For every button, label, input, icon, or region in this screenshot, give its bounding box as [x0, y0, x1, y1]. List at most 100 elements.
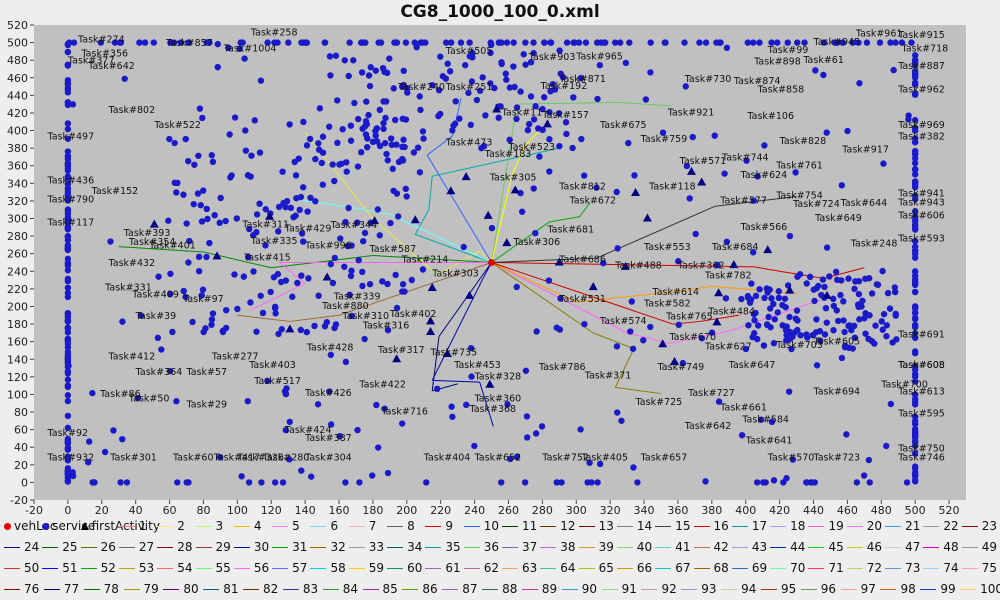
legend-route-item: 24: [4, 537, 39, 557]
task-label: Task#409: [131, 290, 179, 301]
legend-swatch: [885, 546, 902, 548]
legend-swatch: [693, 567, 710, 569]
legend-route-item: 17: [731, 516, 767, 536]
legend-swatch: [808, 567, 825, 569]
legend-label: 73: [905, 561, 921, 575]
service-point: [594, 95, 601, 103]
service-point: [286, 456, 293, 463]
task-label: Task#61: [802, 55, 844, 66]
service-point: [258, 479, 265, 486]
route-line: [372, 218, 438, 276]
task-label: Task#368: [468, 404, 516, 415]
service-point: [376, 106, 383, 114]
service-point: [150, 39, 158, 46]
task-label: Task#887: [897, 61, 945, 72]
task-label: Task#422: [358, 379, 406, 390]
service-point: [315, 146, 323, 153]
service-point: [64, 392, 72, 399]
route-line: [432, 379, 480, 383]
service-point: [600, 39, 608, 46]
legend-swatch: [693, 546, 710, 548]
legend-route-item: 54: [157, 558, 193, 578]
service-point: [347, 272, 355, 280]
service-point: [593, 184, 600, 191]
service-point: [64, 412, 72, 420]
service-point: [532, 103, 539, 110]
first-activity-marker: [285, 324, 295, 333]
task-label: Task#584: [741, 415, 789, 426]
service-point: [64, 76, 72, 84]
service-point: [559, 73, 567, 81]
service-point: [614, 409, 621, 416]
service-point: [757, 416, 765, 423]
route-line: [491, 262, 594, 334]
legend-route-item: 65: [578, 558, 614, 578]
service-point: [305, 275, 312, 282]
task-label: Task#744: [721, 152, 769, 163]
task-label: Task#97: [182, 294, 224, 305]
service-point: [879, 326, 886, 333]
y-tick-label: 200: [7, 300, 28, 313]
service-point: [289, 293, 296, 300]
service-point: [283, 197, 291, 205]
task-label: Task#1004: [223, 43, 277, 54]
service-point: [911, 391, 919, 398]
legend-route-item: 15: [655, 516, 691, 536]
task-label: Task#874: [733, 76, 781, 87]
service-point: [321, 39, 328, 46]
service-point: [764, 321, 771, 329]
legend-label: 4: [253, 519, 262, 533]
service-point: [199, 114, 206, 122]
service-point: [225, 44, 232, 51]
service-point: [256, 200, 263, 207]
y-tick-label: 120: [7, 371, 28, 384]
task-label: Task#401: [148, 240, 196, 251]
x-tick-label: 260: [498, 504, 519, 516]
service-point: [329, 279, 337, 287]
service-point: [749, 249, 757, 256]
service-point: [275, 203, 283, 211]
service-point: [884, 289, 892, 297]
service-point: [180, 191, 187, 198]
service-point: [761, 142, 768, 149]
legend-route-item: 52: [80, 558, 116, 578]
service-point: [911, 116, 919, 124]
service-point: [307, 194, 314, 201]
legend-swatch: [118, 525, 135, 527]
legend-swatch: [770, 525, 787, 527]
service-point: [803, 280, 810, 287]
service-point: [356, 479, 363, 486]
legend-label: 5: [292, 519, 300, 533]
first-activity-marker: [686, 166, 696, 175]
service-point: [675, 258, 682, 265]
y-tick-label: 320: [7, 195, 28, 208]
service-point: [806, 273, 814, 281]
service-point: [851, 285, 858, 293]
service-point: [911, 395, 919, 403]
service-point: [64, 232, 72, 240]
service-point: [467, 344, 475, 352]
legend-swatch: [402, 588, 419, 590]
service-point: [64, 191, 72, 199]
task-label: Task#582: [643, 298, 691, 309]
service-point: [863, 39, 871, 46]
legend-route-item: 47: [885, 537, 920, 557]
legend-label: 99: [940, 582, 956, 596]
service-point: [856, 316, 863, 323]
x-tick-label: 160: [329, 504, 350, 516]
route-line: [491, 257, 597, 263]
service-point: [64, 376, 72, 383]
service-point: [247, 299, 254, 306]
service-point: [911, 281, 919, 289]
service-point: [689, 133, 696, 141]
legend-swatch: [42, 567, 59, 569]
service-point: [911, 58, 919, 65]
service-point: [722, 295, 730, 302]
task-label: Task#605: [812, 336, 860, 347]
service-point: [315, 140, 322, 147]
legend-swatch: [655, 546, 672, 548]
route-line: [271, 254, 373, 269]
service-point: [830, 327, 837, 334]
service-point: [581, 320, 588, 328]
service-point: [911, 309, 919, 317]
